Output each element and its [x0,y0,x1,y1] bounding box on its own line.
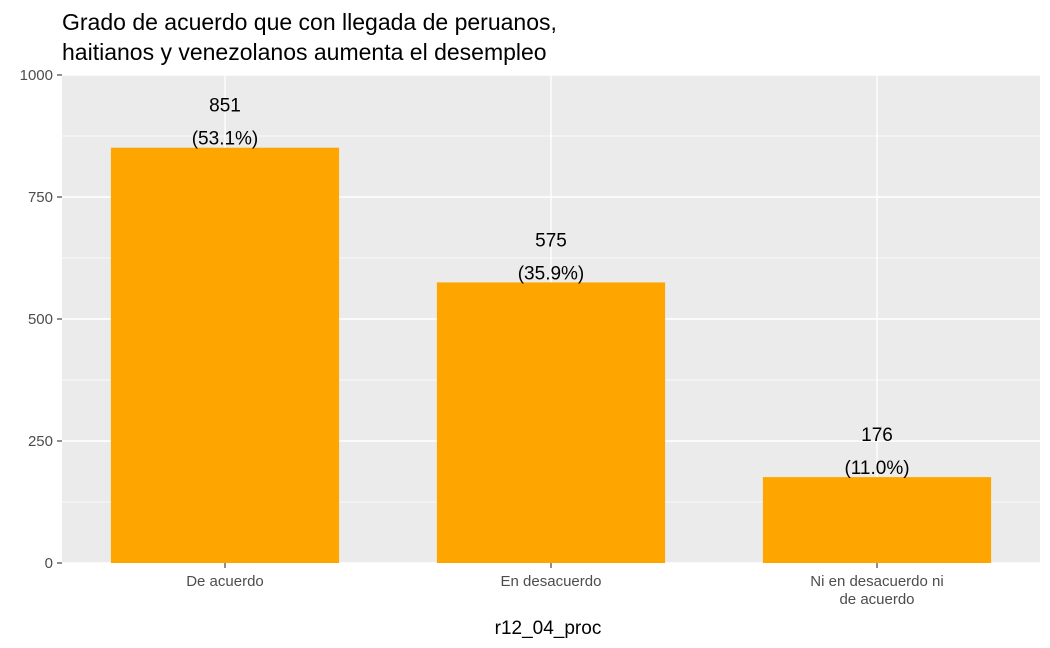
y-axis: 0 250 500 750 1000 [20,67,62,572]
count-label: 851 [209,96,241,117]
y-tick-label: 0 [45,555,53,572]
x-axis-title: r12_04_proc [495,618,602,639]
bar [436,282,666,563]
count-label: 575 [535,230,567,251]
x-axis: De acuerdo En desacuerdo Ni en desacuerdo … [186,563,944,608]
y-tick-label: 1000 [20,67,53,84]
count-label: 176 [861,425,893,446]
percent-label: (11.0%) [844,458,909,479]
x-tick-label: De acuerdo [186,573,264,590]
x-tick-label: Ni en desacuerdo ni [810,573,943,590]
y-tick-label: 500 [28,311,53,328]
chart-title: Grado de acuerdo que con llegada de peru… [62,9,557,35]
percent-label: (35.9%) [518,263,585,284]
bars [110,147,992,563]
x-tick-label: de acuerdo [839,591,914,608]
chart-title-line2: haitianos y venezolanos aumenta el desem… [62,39,547,65]
bar [110,147,340,563]
bar [762,477,992,563]
y-tick-label: 250 [28,433,53,450]
y-tick-label: 750 [28,189,53,206]
percent-label: (53.1%) [192,129,259,150]
x-tick-label: En desacuerdo [501,573,602,590]
data-labels: (53.1%) 851 (35.9%) 575 (11.0%) 176 [192,96,910,479]
